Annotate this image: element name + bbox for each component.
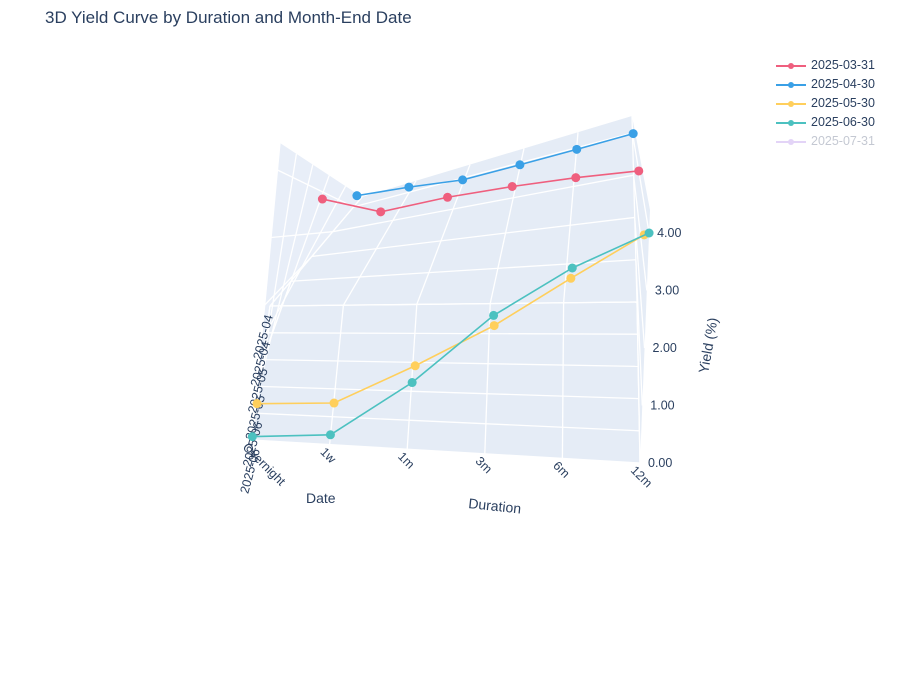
data-point[interactable] [325,430,335,440]
yield-tick-label: 3.00 [655,284,679,298]
backwall-grid-duration [489,148,525,304]
legend-label: 2025-05-30 [811,96,875,110]
floor-grid-date [259,385,639,400]
floor-grid-duration [406,304,418,450]
data-point[interactable] [634,166,644,176]
leftwall-grid-date [254,153,298,414]
data-point[interactable] [489,310,499,320]
data-point[interactable] [458,175,468,185]
floor-grid-date [251,439,641,464]
leftwall-grid-yield [277,169,354,208]
data-point[interactable] [404,182,414,192]
floor-grid-date [262,358,639,368]
legend: 2025-03-31 2025-04-30 2025-05-30 2025-06-30… [776,56,875,151]
data-point[interactable] [644,228,654,238]
legend-label: 2025-07-31 [811,134,875,148]
data-point[interactable] [628,129,638,139]
yield-tick-label: 1.00 [650,399,674,413]
back-wall-pane [270,116,637,306]
left-wall-pane [252,143,362,440]
yield-tick-label: 4.00 [657,226,681,240]
data-point[interactable] [352,191,362,201]
backwall-grid-duration [342,180,417,306]
leftwall-grid-yield [251,305,271,441]
yield-tick-label: 2.00 [653,341,677,355]
duration-tick-label: 6m [550,459,572,481]
x-axis-title: Duration [468,495,522,516]
backwall-grid-yield [311,216,635,258]
data-point[interactable] [247,432,257,442]
leftwall-grid-yield [264,256,313,306]
legend-item-2025-07-31[interactable]: 2025-07-31 [776,132,875,151]
plot-scene: Overnight 1w 1m 3m 6m 12m2025-062025-062025-0… [238,115,721,517]
series-line-2025-05-30 [256,234,645,405]
backwall-grid-duration [416,164,471,305]
legend-swatch [776,62,806,70]
data-point[interactable] [489,321,499,331]
legend-item-2025-03-31[interactable]: 2025-03-31 [776,56,875,75]
legend-label: 2025-03-31 [811,58,875,72]
duration-tick-label: 3m [473,454,495,476]
data-point[interactable] [515,160,525,170]
data-point[interactable] [571,173,581,183]
backwall-grid-yield [332,174,634,233]
legend-swatch [776,119,806,127]
backwall-grid-duration [562,132,579,303]
data-point[interactable] [410,361,420,371]
data-point[interactable] [252,399,262,409]
floor-grid-duration [561,302,565,459]
data-point[interactable] [566,273,576,283]
data-point[interactable] [507,182,517,192]
legend-item-2025-06-30[interactable]: 2025-06-30 [776,113,875,132]
leftwall-grid-date [251,142,281,441]
leftwall-grid-date [269,196,363,307]
data-point[interactable] [443,192,453,202]
series-line-2025-06-30 [252,232,650,438]
rightwall-grid-yield [631,132,650,234]
data-point[interactable] [572,144,582,154]
duration-tick-label: 1m [395,449,417,471]
data-point[interactable] [329,398,339,408]
leftwall-grid-date [265,185,347,334]
leftwall-grid-yield [257,281,292,373]
data-point[interactable] [376,207,386,217]
legend-swatch [776,138,806,146]
y-axis-title: Date [306,490,336,506]
leftwall-grid-yield [271,231,333,239]
floor-grid-duration [328,305,345,445]
rightwall-grid-yield [635,259,643,406]
data-point[interactable] [567,263,577,273]
legend-item-2025-04-30[interactable]: 2025-04-30 [776,75,875,94]
backwall-grid-yield [269,301,638,307]
backwall-grid-yield [290,259,636,282]
rightwall-grid-yield [636,301,641,464]
series-line-2025-04-30 [356,132,634,197]
legend-swatch [776,81,806,89]
series-line-2025-03-31 [322,170,639,213]
floor-grid-date [255,412,640,432]
duration-tick-label: 1w [317,445,339,467]
floor-grid-date [266,332,638,335]
legend-label: 2025-06-30 [811,115,875,129]
chart-title: 3D Yield Curve by Duration and Month-End… [45,8,412,27]
legend-swatch [776,100,806,108]
data-point[interactable] [317,194,327,204]
floor-pane [252,302,640,463]
legend-item-2025-05-30[interactable]: 2025-05-30 [776,94,875,113]
legend-label: 2025-04-30 [811,77,875,91]
backwall-grid-yield [353,132,633,208]
z-axis-title: Yield (%) [695,316,721,374]
data-point[interactable] [407,378,417,388]
yield-tick-label: 0.00 [648,456,672,470]
leftwall-grid-date [258,164,314,387]
